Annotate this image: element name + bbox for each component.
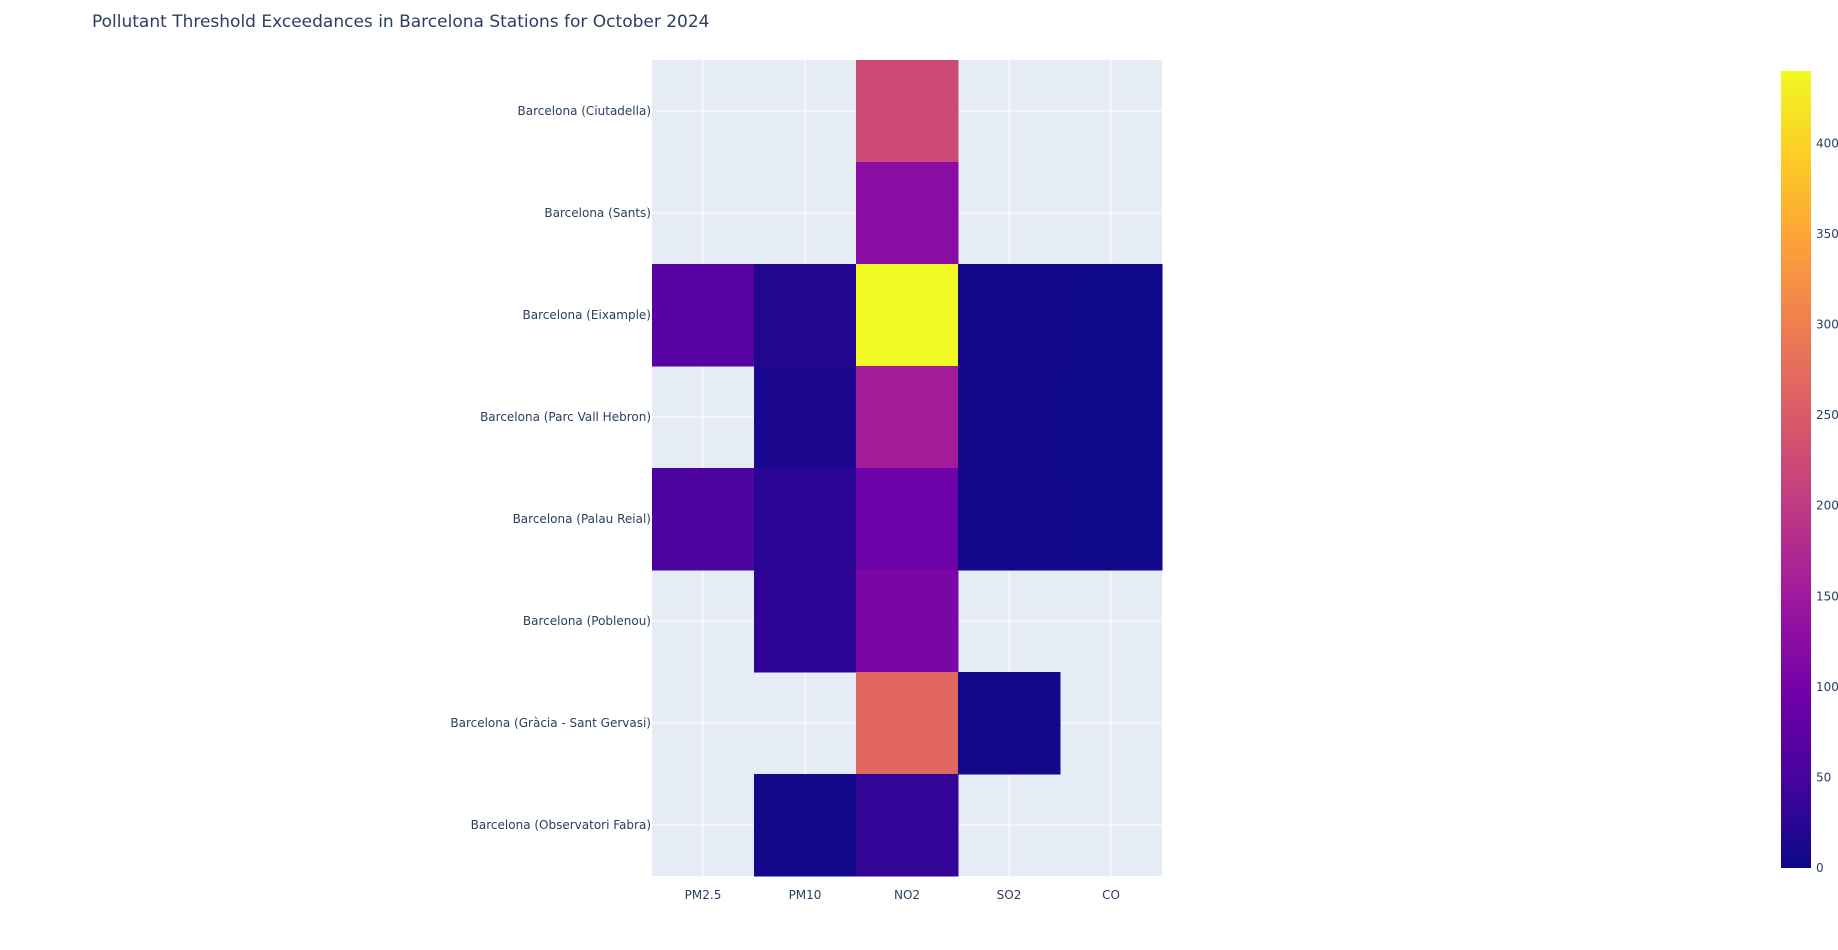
x-tick-label: PM10 bbox=[789, 888, 822, 902]
heatmap-cell bbox=[652, 468, 755, 571]
x-tick-label: NO2 bbox=[894, 888, 920, 902]
x-tick-label: CO bbox=[1102, 888, 1120, 902]
heatmap-cell bbox=[958, 366, 1061, 469]
heatmap-cell bbox=[856, 570, 959, 673]
heatmap-cell bbox=[1060, 468, 1163, 571]
chart-title: Pollutant Threshold Exceedances in Barce… bbox=[92, 12, 710, 32]
y-tick-label: Barcelona (Gràcia - Sant Gervasi) bbox=[450, 716, 651, 730]
heatmap-cell bbox=[856, 162, 959, 265]
colorbar-tick-label: 250 bbox=[1816, 408, 1838, 422]
heatmap-cell bbox=[754, 366, 857, 469]
heatmap-cell bbox=[754, 774, 857, 877]
colorbar-gradient bbox=[1781, 71, 1811, 868]
y-axis-ticks: Barcelona (Ciutadella) Barcelona (Sants) B… bbox=[450, 104, 651, 832]
colorbar-tick-label: 100 bbox=[1816, 680, 1838, 694]
heatmap-cell bbox=[856, 468, 959, 571]
colorbar: 0 50 100 150 200 250 300 350 400 bbox=[1781, 71, 1838, 875]
y-tick-label: Barcelona (Parc Vall Hebron) bbox=[480, 410, 651, 424]
colorbar-tick-label: 400 bbox=[1816, 136, 1838, 150]
colorbar-tick-label: 350 bbox=[1816, 227, 1838, 241]
x-tick-label: PM2.5 bbox=[685, 888, 722, 902]
colorbar-tick-label: 0 bbox=[1816, 861, 1824, 875]
heatmap-cell bbox=[754, 570, 857, 673]
heatmap-cells bbox=[652, 60, 1163, 877]
heatmap-cell bbox=[856, 60, 959, 163]
y-tick-label: Barcelona (Palau Reial) bbox=[513, 512, 651, 526]
heatmap-cell bbox=[856, 366, 959, 469]
colorbar-tick-label: 50 bbox=[1816, 770, 1831, 784]
y-tick-label: Barcelona (Observatori Fabra) bbox=[471, 818, 651, 832]
y-tick-label: Barcelona (Sants) bbox=[544, 206, 651, 220]
heatmap-cell bbox=[652, 264, 755, 367]
heatmap-cell bbox=[1060, 264, 1163, 367]
heatmap-cell bbox=[856, 264, 959, 367]
heatmap-cell bbox=[958, 264, 1061, 367]
x-axis-ticks: PM2.5 PM10 NO2 SO2 CO bbox=[685, 888, 1120, 902]
y-tick-label: Barcelona (Eixample) bbox=[523, 308, 651, 322]
heatmap-cell bbox=[856, 774, 959, 877]
y-tick-label: Barcelona (Poblenou) bbox=[523, 614, 651, 628]
x-tick-label: SO2 bbox=[997, 888, 1022, 902]
y-tick-label: Barcelona (Ciutadella) bbox=[518, 104, 651, 118]
heatmap-cell bbox=[754, 264, 857, 367]
heatmap-cell bbox=[958, 468, 1061, 571]
colorbar-tick-label: 200 bbox=[1816, 499, 1838, 513]
heatmap-cell bbox=[958, 672, 1061, 775]
heatmap-cell bbox=[856, 672, 959, 775]
heatmap-cell bbox=[1060, 366, 1163, 469]
colorbar-tick-label: 150 bbox=[1816, 589, 1838, 603]
colorbar-tick-label: 300 bbox=[1816, 318, 1838, 332]
heatmap-cell bbox=[754, 468, 857, 571]
